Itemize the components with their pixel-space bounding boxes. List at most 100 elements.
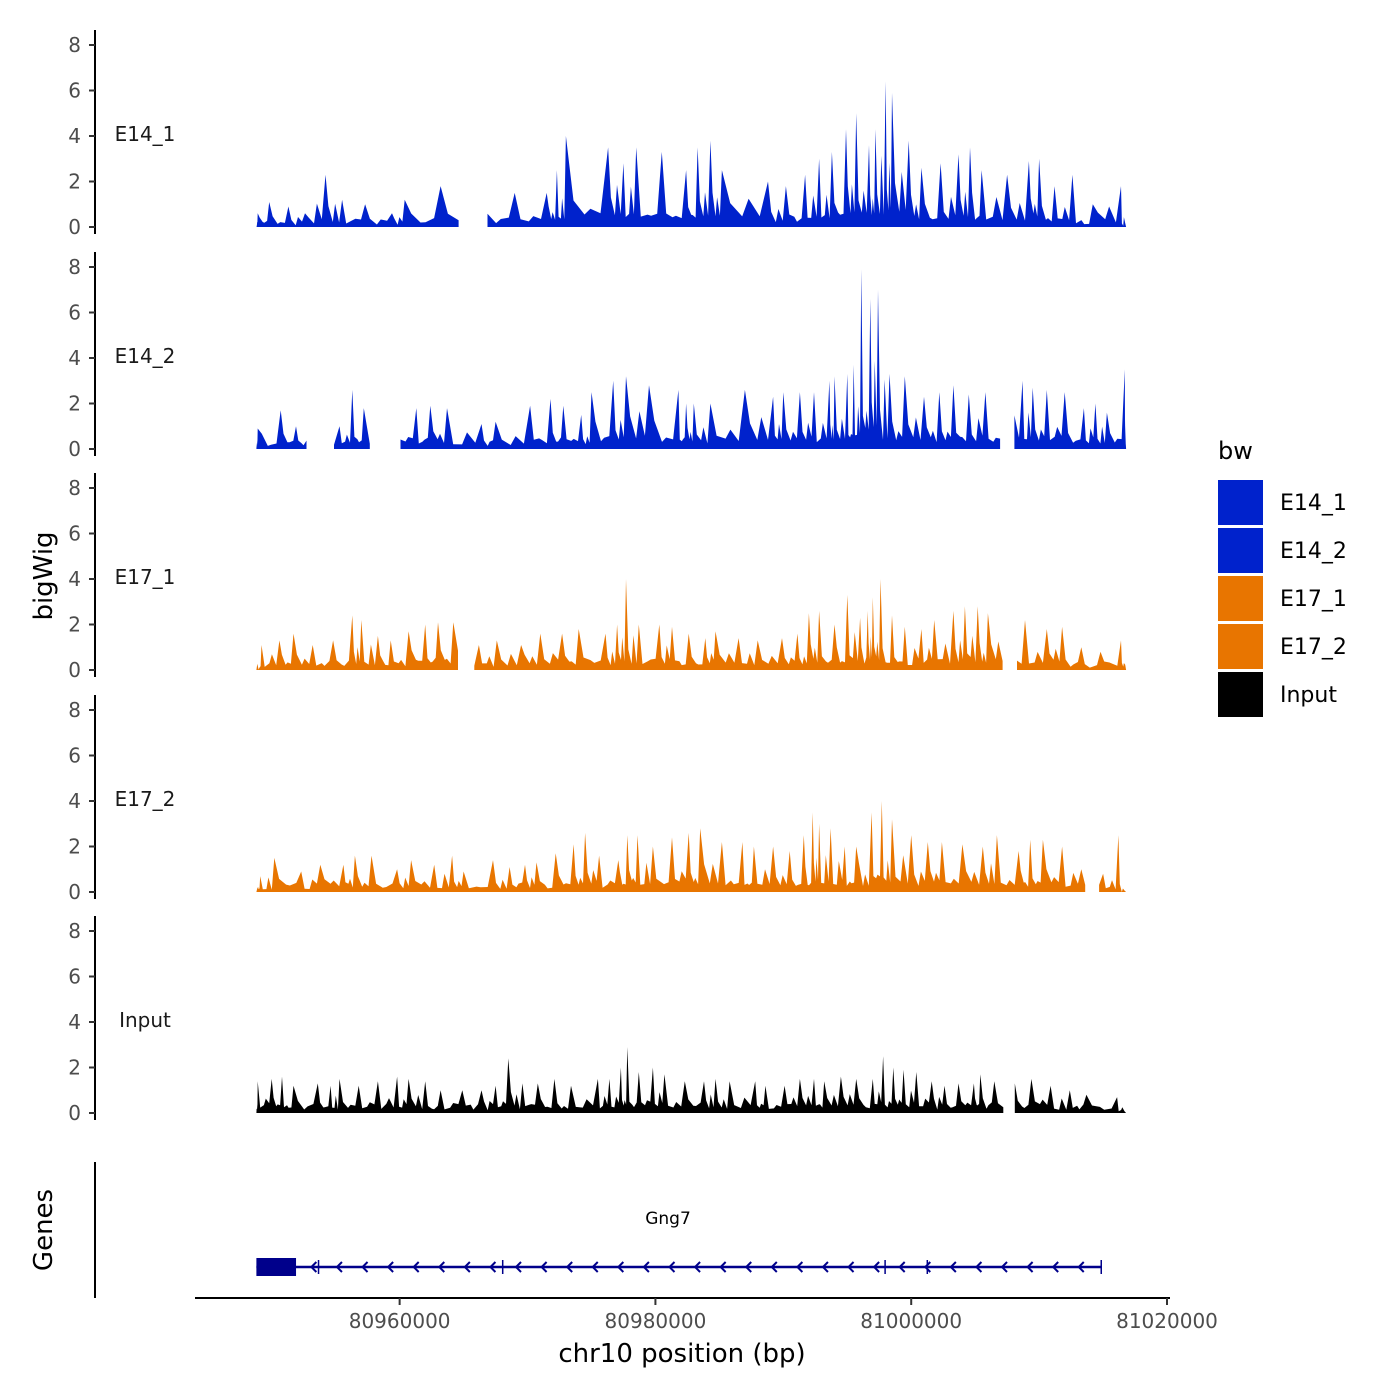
track-panel-input: 0 2 4 6 8 Input — [68, 916, 1127, 1125]
y-tick-label: 0 — [68, 1101, 81, 1125]
strand-arrow — [386, 1261, 394, 1273]
strand-arrow — [975, 1261, 983, 1273]
track-label: E17_2 — [115, 787, 176, 811]
strand-arrow — [642, 1261, 650, 1273]
coverage-area — [1014, 369, 1127, 449]
coverage-area — [1099, 835, 1127, 892]
y-tick-label: 2 — [68, 392, 81, 416]
legend-label: E17_1 — [1280, 587, 1347, 612]
legend-swatch — [1218, 480, 1263, 525]
legend-swatch — [1218, 576, 1263, 621]
y-tick-label: 6 — [68, 965, 81, 989]
strand-arrow — [693, 1261, 701, 1273]
strand-arrow — [719, 1261, 727, 1273]
track-panels: 0 2 4 6 8 E14_1 0 2 4 6 8 E14_2 0 2 4 6 8 E17_1 0 2 4 6 8 E17_2… — [68, 30, 1127, 1125]
track-panel-e17_1: 0 2 4 6 8 E17_1 — [68, 473, 1127, 682]
gene-exon — [256, 1258, 297, 1276]
strand-arrow — [412, 1261, 420, 1273]
strand-arrow — [744, 1261, 752, 1273]
coverage-area — [1017, 620, 1127, 670]
legend-label: E14_2 — [1280, 539, 1347, 564]
strand-arrow — [591, 1261, 599, 1273]
y-axis-title: bigWig — [29, 531, 59, 620]
y-tick-label: 0 — [68, 215, 81, 239]
coverage-area — [334, 389, 370, 449]
strand-arrow — [540, 1261, 548, 1273]
strand-arrow — [847, 1261, 855, 1273]
coverage-area — [400, 269, 1001, 449]
gene-exon — [317, 1260, 320, 1274]
coverage-area — [256, 615, 458, 670]
strand-arrow — [1026, 1261, 1034, 1273]
y-tick-label: 2 — [68, 835, 81, 859]
track-label: E17_1 — [115, 565, 176, 589]
strand-arrow — [770, 1261, 778, 1273]
strand-arrow — [489, 1261, 497, 1273]
legend-items: E14_1 E14_2 E17_1 E17_2 Input — [1218, 480, 1347, 717]
strand-arrow — [1077, 1261, 1085, 1273]
y-tick-label: 4 — [68, 124, 81, 148]
track-label: Input — [119, 1008, 171, 1032]
y-tick-label: 2 — [68, 170, 81, 194]
strand-arrow — [872, 1261, 880, 1273]
strand-arrow — [514, 1261, 522, 1273]
x-axis: 80960000 80980000 81000000 81020000 — [195, 1297, 1218, 1333]
y-tick-label: 4 — [68, 1010, 81, 1034]
genes-panel: Genes Gng7 — [29, 1162, 1102, 1298]
y-tick-label: 0 — [68, 880, 81, 904]
coverage-area — [474, 579, 1003, 670]
gene-exon — [884, 1260, 886, 1274]
track-panel-e17_2: 0 2 4 6 8 E17_2 — [68, 695, 1127, 904]
y-tick-label: 4 — [68, 346, 81, 370]
y-tick-label: 4 — [68, 789, 81, 813]
gene-model — [256, 1258, 1102, 1276]
y-tick-label: 2 — [68, 613, 81, 637]
track-panel-e14_2: 0 2 4 6 8 E14_2 — [68, 252, 1127, 461]
strand-arrow — [437, 1261, 445, 1273]
coverage-area — [256, 174, 459, 227]
coverage-area — [487, 81, 1127, 228]
y-tick-label: 0 — [68, 658, 81, 682]
legend: bw E14_1 E14_2 E17_1 E17_2 Input — [1218, 437, 1347, 717]
strand-arrow — [821, 1261, 829, 1273]
strand-arrow — [949, 1261, 957, 1273]
track-label: E14_1 — [115, 122, 176, 146]
legend-label: E17_2 — [1280, 635, 1347, 660]
strand-arrow — [335, 1261, 343, 1273]
legend-swatch — [1218, 672, 1263, 717]
track-label: E14_2 — [115, 344, 176, 368]
strand-arrow — [309, 1261, 318, 1273]
genes-axis-title: Genes — [29, 1189, 59, 1271]
legend-swatch — [1218, 624, 1263, 669]
gene-exon — [1100, 1260, 1102, 1274]
x-tick-label: 80980000 — [605, 1309, 707, 1333]
strand-arrow — [795, 1261, 804, 1273]
y-tick-label: 2 — [68, 1056, 81, 1080]
legend-label: Input — [1280, 683, 1337, 708]
y-tick-label: 4 — [68, 567, 81, 591]
x-tick-label: 81000000 — [860, 1309, 962, 1333]
y-tick-label: 8 — [68, 698, 81, 722]
gene-exon — [501, 1260, 504, 1274]
strand-arrow — [361, 1261, 369, 1273]
y-tick-label: 6 — [68, 301, 81, 325]
coverage-area — [256, 801, 1086, 892]
legend-title: bw — [1218, 437, 1253, 465]
coverage-area — [256, 1047, 1004, 1113]
strand-arrow — [668, 1261, 676, 1273]
gene-name-label: Gng7 — [645, 1209, 691, 1229]
y-tick-label: 8 — [68, 919, 81, 943]
x-tick-label: 80960000 — [349, 1309, 451, 1333]
strand-arrow — [565, 1261, 573, 1273]
x-tick-label: 81020000 — [1116, 1309, 1218, 1333]
y-tick-label: 0 — [68, 437, 81, 461]
strand-arrow — [1000, 1261, 1008, 1273]
legend-label: E14_1 — [1280, 491, 1347, 516]
strand-arrow — [616, 1261, 625, 1273]
y-tick-label: 8 — [68, 255, 81, 279]
x-axis-title: chr10 position (bp) — [558, 1339, 805, 1369]
y-tick-label: 6 — [68, 744, 81, 768]
strand-arrow — [1051, 1261, 1059, 1273]
y-tick-label: 8 — [68, 476, 81, 500]
